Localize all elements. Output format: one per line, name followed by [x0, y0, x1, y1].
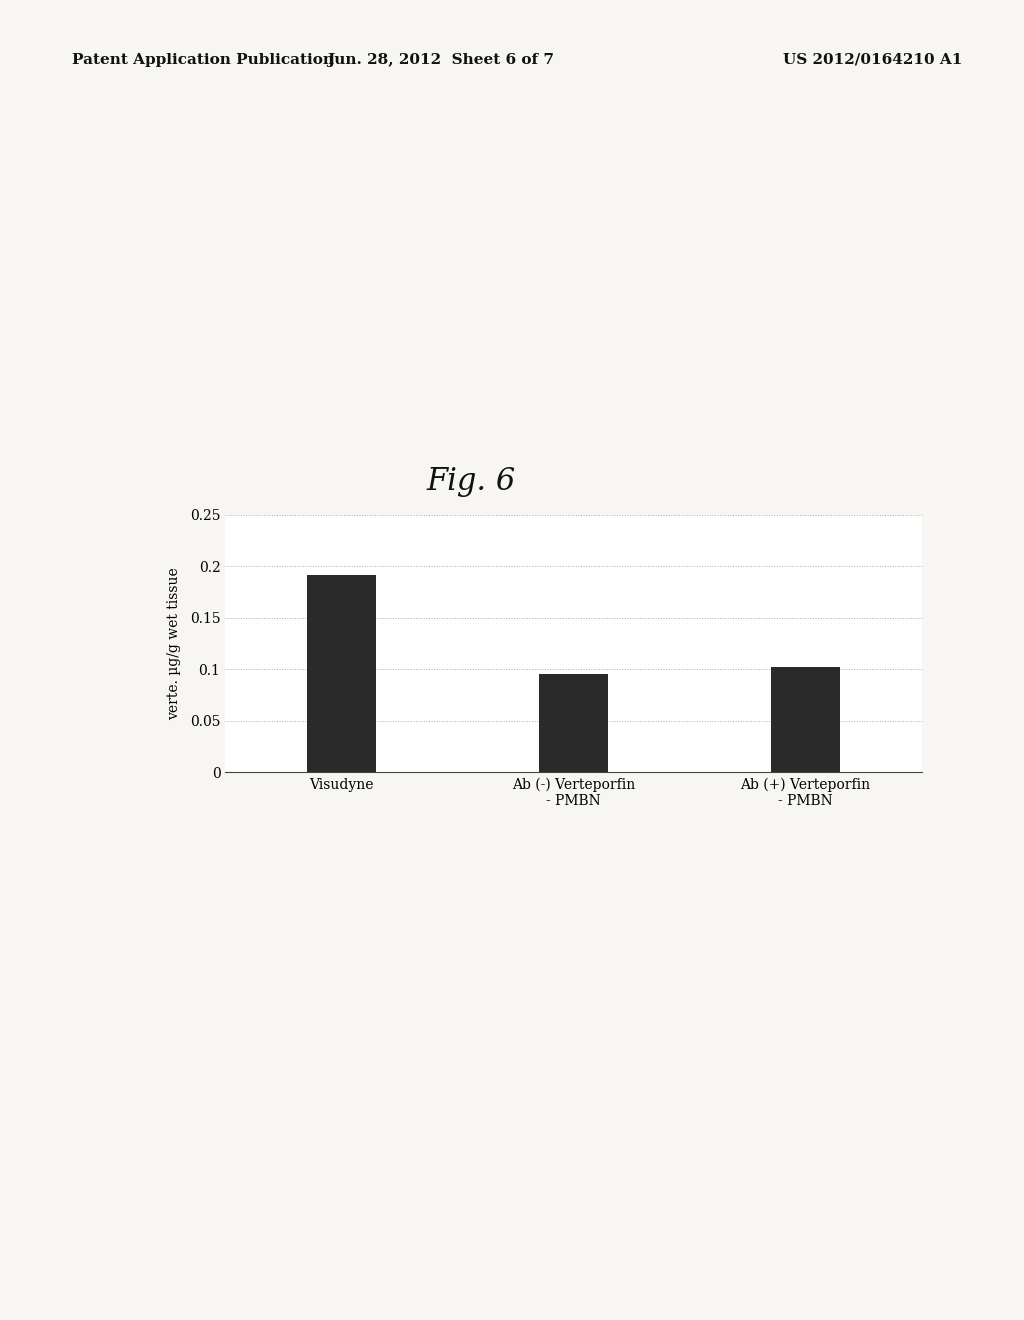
- Text: Jun. 28, 2012  Sheet 6 of 7: Jun. 28, 2012 Sheet 6 of 7: [327, 53, 554, 67]
- Bar: [771, 667, 841, 772]
- Text: US 2012/0164210 A1: US 2012/0164210 A1: [783, 53, 963, 67]
- Text: Fig. 6: Fig. 6: [426, 466, 516, 498]
- Y-axis label: verte. µg/g wet tissue: verte. µg/g wet tissue: [168, 568, 181, 719]
- Bar: [539, 675, 608, 772]
- Text: Patent Application Publication: Patent Application Publication: [72, 53, 334, 67]
- Bar: [306, 574, 376, 772]
